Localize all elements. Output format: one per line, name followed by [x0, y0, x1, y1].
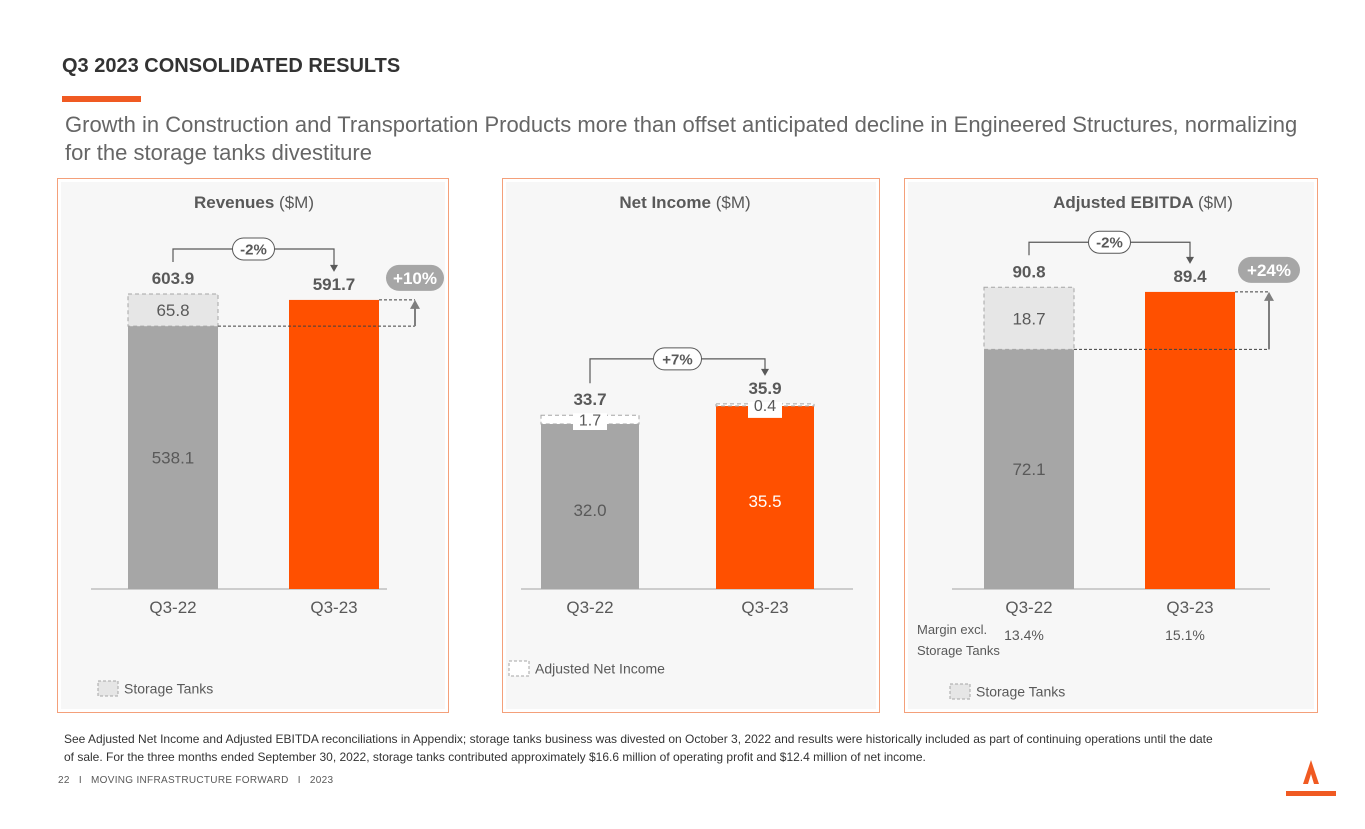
logo-mark-icon — [1286, 760, 1336, 796]
total-value-label: 603.9 — [152, 269, 195, 288]
change-arrow-icon — [330, 264, 338, 272]
change-label: +7% — [662, 351, 692, 368]
category-label: Q3-23 — [1166, 598, 1213, 617]
total-value-label: 90.8 — [1012, 262, 1045, 281]
chart-title-unit: ($M) — [279, 193, 314, 212]
legend-swatch — [949, 683, 971, 700]
chart-title: Net Income ($M) — [619, 193, 750, 212]
chart-title-unit: ($M) — [716, 193, 751, 212]
segment-value-label: 65.8 — [156, 301, 189, 320]
slide-title: Q3 2023 CONSOLIDATED RESULTS — [62, 55, 401, 77]
segment-value-label: 1.7 — [579, 413, 601, 430]
margin-value: 13.4% — [1004, 627, 1044, 643]
revenues-chart: Revenues ($M) 65.8 538.1 603.9 Q3-22 591.7 Q3-… — [91, 193, 444, 697]
change-label: -2% — [240, 241, 267, 258]
category-label: Q3-23 — [310, 598, 357, 617]
chart-title: Revenues ($M) — [194, 193, 314, 212]
margin-label-line1: Margin excl. — [917, 622, 987, 637]
bar-q3-23-base — [289, 299, 379, 589]
page-number: 22 — [58, 775, 70, 786]
chart-title-bold: Adjusted EBITDA — [1053, 193, 1198, 212]
legend-swatch — [97, 680, 119, 697]
chart-title-bold: Net Income — [619, 193, 715, 212]
growth-label: +24% — [1247, 261, 1291, 280]
page-footer: 22 I MOVING INFRASTRUCTURE FORWARD I 202… — [58, 775, 333, 786]
segment-value-label: 0.4 — [754, 398, 776, 415]
footer-separator-2: I — [297, 775, 301, 786]
title-accent-bar — [62, 96, 141, 102]
net-income-chart: Net Income ($M) 1.7 32.0 33.7 Q3-22 0.4 35.5 35… — [508, 193, 853, 677]
slide-subtitle: Growth in Construction and Transportatio… — [65, 112, 1298, 165]
total-value-label: 33.7 — [573, 390, 606, 409]
category-label: Q3-22 — [149, 598, 196, 617]
company-logo — [1285, 758, 1337, 798]
chart-title: Adjusted EBITDA ($M) — [1053, 193, 1233, 212]
bar-q3-22-base — [541, 424, 639, 589]
net-income-panel: Net Income ($M) 1.7 32.0 33.7 Q3-22 0.4 35.5 35… — [502, 178, 880, 713]
change-label: -2% — [1096, 235, 1123, 252]
change-pill — [232, 237, 275, 261]
revenues-panel: Revenues ($M) 65.8 538.1 603.9 Q3-22 591.7 Q3-… — [57, 178, 449, 713]
footnote: See Adjusted Net Income and Adjusted EBI… — [64, 732, 1213, 764]
category-label: Q3-23 — [741, 598, 788, 617]
growth-arrow-icon — [410, 299, 420, 309]
segment-label-bg — [748, 401, 782, 418]
total-value-label: 591.7 — [313, 275, 356, 294]
total-value-label: 89.4 — [1173, 267, 1207, 286]
margin-label-line2: Storage Tanks — [917, 643, 1000, 658]
segment-label-bg — [573, 413, 607, 430]
margin-value: 15.1% — [1165, 627, 1205, 643]
category-label: Q3-22 — [1005, 598, 1052, 617]
change-pill — [1088, 230, 1131, 254]
legend-label: Adjusted Net Income — [535, 661, 665, 677]
footer-separator: I — [78, 775, 82, 786]
growth-arrow-icon — [1264, 291, 1274, 301]
adjusted-ebitda-panel: Adjusted EBITDA ($M) 18.7 72.1 90.8 Q3-22 89.… — [904, 178, 1318, 713]
base-value-label: 35.5 — [748, 492, 781, 511]
bar-q3-22-segment — [127, 293, 219, 327]
base-value-label: 72.1 — [1012, 460, 1045, 479]
bar-q3-22-base — [984, 349, 1074, 589]
footer-year: 2023 — [309, 775, 334, 786]
segment-value-label: 18.7 — [1012, 309, 1045, 328]
chart-title-bold: Revenues — [194, 193, 279, 212]
bar-q3-22-base — [128, 326, 218, 589]
base-value-label: 538.1 — [152, 449, 195, 468]
total-value-label: 35.9 — [748, 379, 781, 398]
chart-title-unit: ($M) — [1198, 193, 1233, 212]
legend-label: Storage Tanks — [976, 684, 1065, 700]
bar-q3-23-base — [1145, 291, 1235, 589]
bar-q3-23-base — [716, 405, 814, 589]
growth-pill — [386, 264, 444, 291]
legend-swatch — [508, 660, 530, 677]
growth-pill — [1238, 256, 1300, 283]
legend-label: Storage Tanks — [124, 681, 213, 697]
change-arrow-icon — [761, 368, 769, 376]
category-label: Q3-22 — [566, 598, 613, 617]
growth-label: +10% — [393, 269, 437, 288]
change-arrow-icon — [1186, 256, 1194, 264]
footer-tagline: MOVING INFRASTRUCTURE FORWARD — [91, 775, 289, 786]
change-pill — [653, 347, 702, 371]
bar-q3-22-segment — [983, 286, 1075, 350]
base-value-label: 32.0 — [573, 501, 606, 520]
adjusted-ebitda-chart: Adjusted EBITDA ($M) 18.7 72.1 90.8 Q3-22 89.… — [917, 193, 1300, 700]
